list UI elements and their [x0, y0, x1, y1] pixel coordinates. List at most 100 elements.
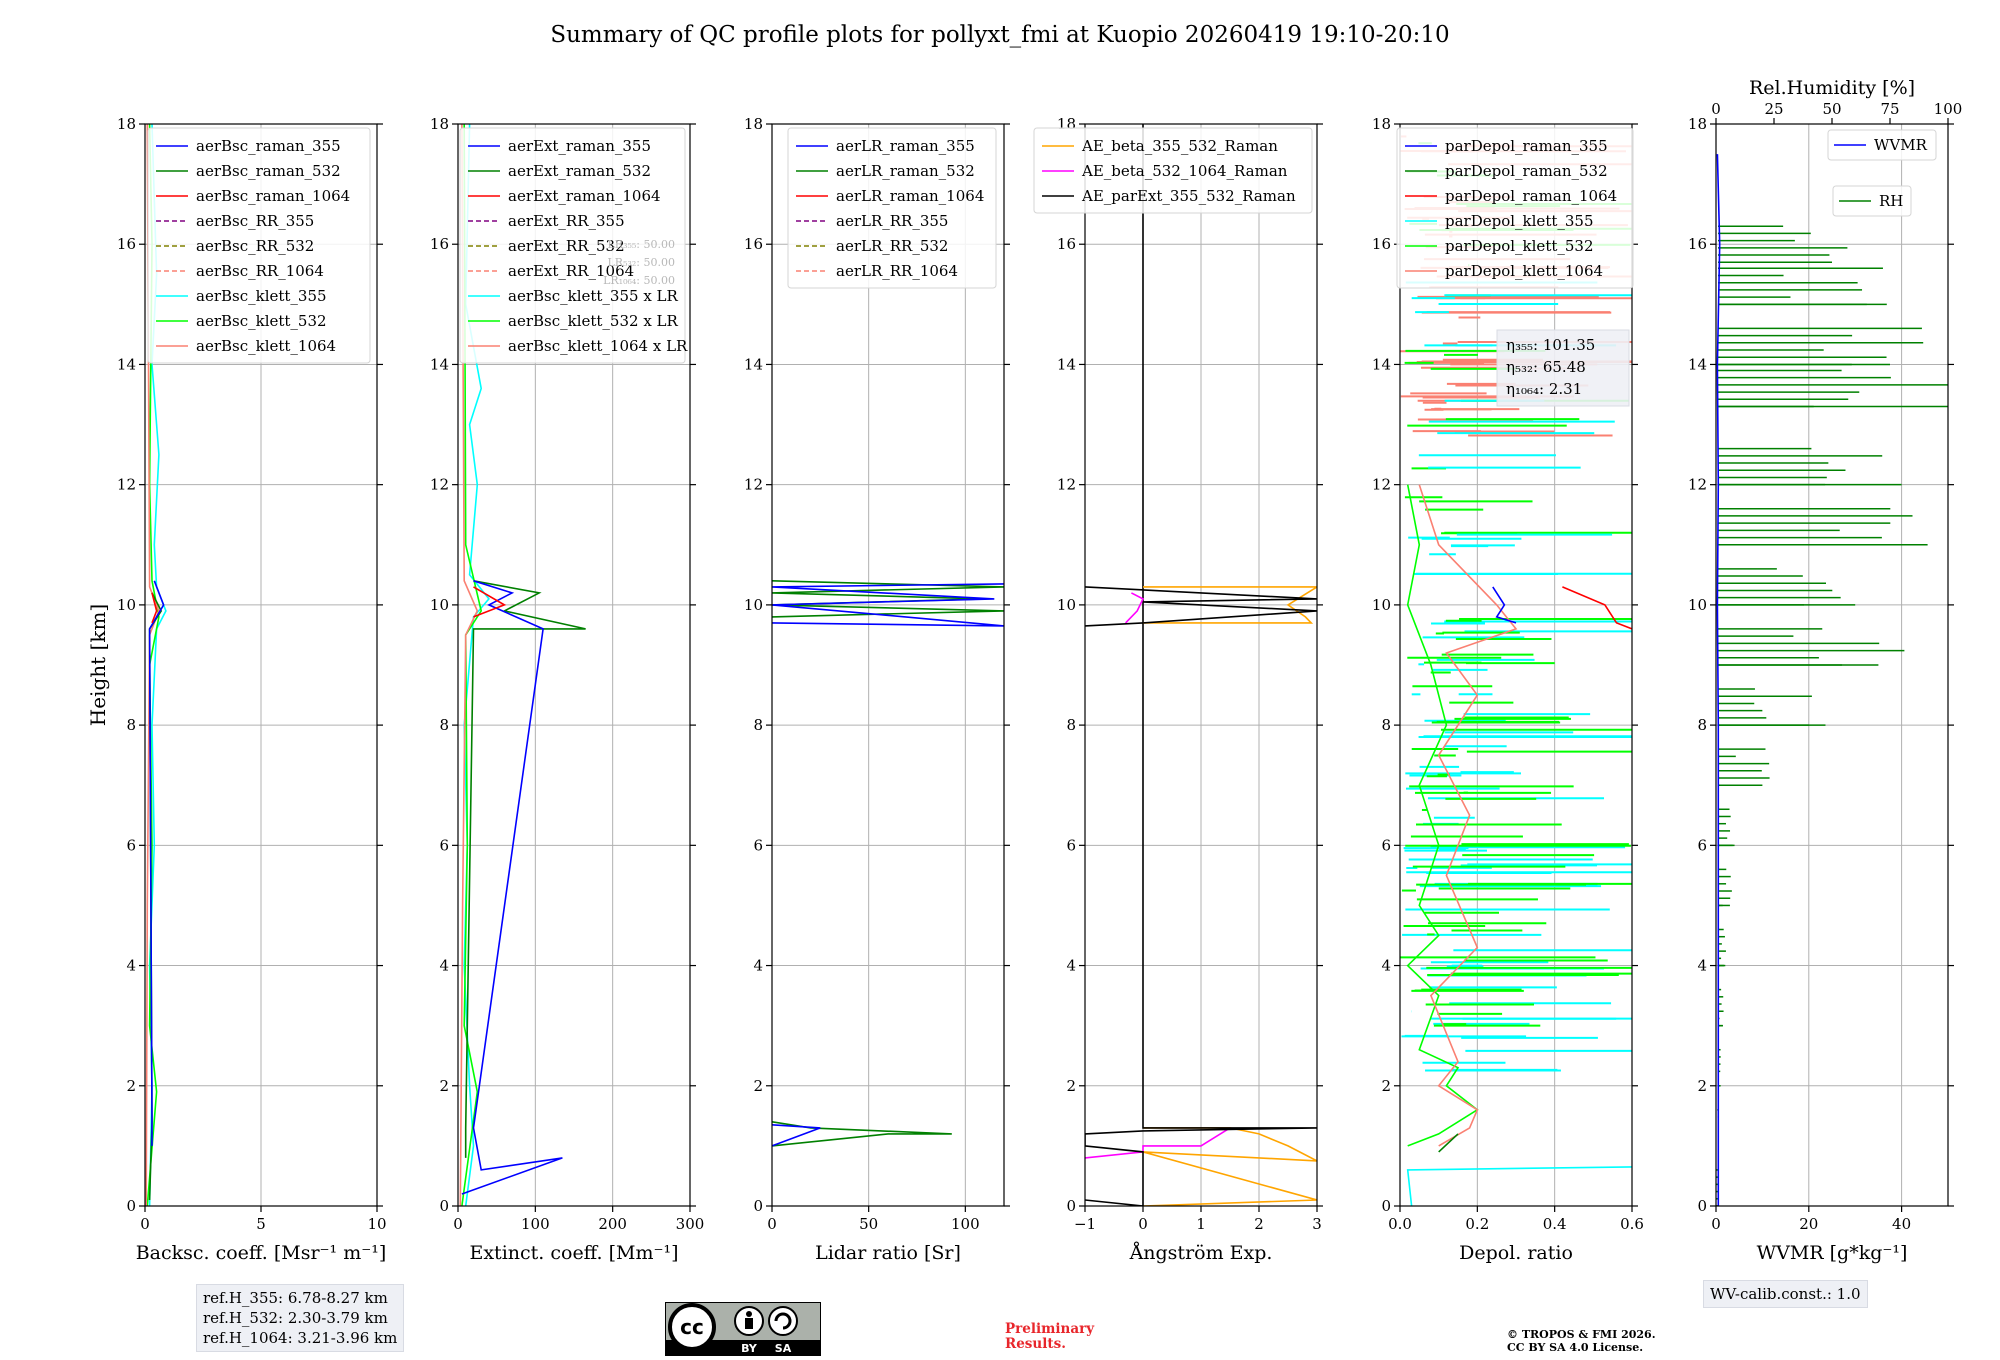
series-line-green [464, 580, 586, 1158]
series-line-red [1562, 586, 1632, 630]
y-tick-label: 16 [117, 235, 136, 253]
legend-label: aerBsc_RR_1064 [196, 262, 324, 280]
y-tick-label: 16 [430, 235, 449, 253]
series-group [772, 580, 1004, 1147]
legend-label: aerBsc_RR_355 [196, 212, 314, 230]
y-tick-label: 18 [117, 115, 136, 133]
y-tick-label: 6 [753, 836, 763, 854]
legend-label: parDepol_klett_1064 [1445, 262, 1603, 280]
x-tick-label: 0 [1711, 1215, 1721, 1233]
series-line-salmon [1418, 484, 1518, 1147]
ref-height-355: ref.H_355: 6.78-8.27 km [203, 1289, 388, 1307]
x-tick-label: 50 [859, 1215, 878, 1233]
series-line-red [473, 586, 507, 618]
plot-frame [1399, 123, 1633, 1207]
eta-label: η₁₀₆₄: 2.31 [1506, 380, 1582, 398]
panel-ext: 0 2 4 6 8 10 12 14 16 18 0 100 200 300 Extinct. coeff.… [430, 115, 704, 1264]
legend-label: aerExt_RR_1064 [508, 262, 634, 280]
y-tick-label: 6 [1381, 836, 1391, 854]
legend-label: parDepol_klett_532 [1445, 237, 1594, 255]
legend-label: aerBsc_RR_532 [196, 237, 314, 255]
y-tick-label: 8 [1697, 716, 1707, 734]
y-tick-label: 0 [1066, 1197, 1076, 1215]
legend-box [1396, 127, 1634, 289]
x-tick-label: 3 [1312, 1215, 1322, 1233]
y-tick-label: 2 [126, 1077, 136, 1095]
legend-box [1832, 185, 1912, 217]
legend-label: aerLR_raman_532 [836, 162, 975, 180]
lr-label: LR₅₃₂: 50.00 [607, 256, 675, 269]
legend-label: aerBsc_klett_532 x LR [508, 312, 679, 330]
x-tick-label: 20 [1799, 1215, 1818, 1233]
series-group [145, 124, 167, 1206]
y-tick-label: 10 [1057, 596, 1076, 614]
x-tick-label: 0 [767, 1215, 777, 1233]
y-tick-label: 4 [1381, 957, 1391, 975]
eta-label: η₅₃₂: 65.48 [1506, 358, 1586, 376]
x-tick-label: 0 [140, 1215, 150, 1233]
copyright-note: © TROPOS & FMI 2026. CC BY SA 4.0 Licens… [1507, 1328, 1656, 1354]
y-tick-label: 2 [439, 1077, 449, 1095]
legend-label: parDepol_raman_355 [1445, 137, 1608, 155]
y-tick-label: 0 [126, 1197, 136, 1215]
legend-label: aerBsc_klett_355 [196, 287, 327, 305]
y-axis-label: Height [km] [86, 604, 110, 726]
x-tick-label: 100 [521, 1215, 550, 1233]
series-group [459, 124, 586, 1206]
series-line-orange [1142, 1127, 1317, 1206]
y-tick-label: 8 [1381, 716, 1391, 734]
y-tick-label: 0 [753, 1197, 763, 1215]
x-tick-label: 40 [1892, 1215, 1911, 1233]
y-tick-label: 18 [744, 115, 763, 133]
y-tick-label: 6 [1066, 836, 1076, 854]
y-tick-label: 12 [1057, 476, 1076, 494]
series-line-cyan [1406, 1166, 1632, 1206]
legend-label: AE_beta_355_532_Raman [1081, 137, 1278, 155]
series-line-black [1085, 586, 1317, 627]
series-line-magenta [1085, 1127, 1231, 1159]
y-tick-label: 12 [117, 476, 136, 494]
y-tick-label: 2 [753, 1077, 763, 1095]
plot-frame [771, 123, 1005, 1207]
legend-label: AE_parExt_355_532_Raman [1081, 187, 1296, 205]
x-axis-label: Ångström Exp. [1129, 1242, 1273, 1264]
legend-label: aerExt_raman_532 [508, 162, 651, 180]
y-tick-label: 14 [1372, 355, 1391, 373]
legend-label: aerBsc_klett_355 x LR [508, 287, 679, 305]
plot-frame [457, 123, 691, 1207]
y-tick-label: 16 [1372, 235, 1391, 253]
series-line-red [151, 592, 158, 624]
x-axis-label: Lidar ratio [Sr] [815, 1242, 961, 1264]
x-axis-label: Depol. ratio [1459, 1242, 1573, 1264]
series-line-blue [1492, 586, 1517, 624]
series-line-black [1085, 124, 1317, 1206]
preliminary-note: Preliminary Results. [1005, 1322, 1094, 1352]
y-tick-label: 8 [126, 716, 136, 734]
legend-label: aerExt_raman_1064 [508, 187, 661, 205]
legend-label: aerExt_raman_355 [508, 137, 651, 155]
y-tick-label: 6 [126, 836, 136, 854]
top-x-tick-label: 0 [1711, 100, 1721, 118]
x-tick-label: 200 [598, 1215, 627, 1233]
x-tick-label: 0.4 [1543, 1215, 1567, 1233]
legend-label: aerBsc_klett_532 [196, 312, 327, 330]
y-tick-label: 4 [439, 957, 449, 975]
x-tick-label: 0.0 [1388, 1215, 1412, 1233]
y-tick-label: 14 [744, 355, 763, 373]
legend-box [459, 127, 686, 364]
legend-box [147, 127, 371, 364]
y-tick-label: 14 [430, 355, 449, 373]
y-tick-label: 10 [744, 596, 763, 614]
x-tick-label: 1 [1196, 1215, 1206, 1233]
x-tick-label: 0.2 [1465, 1215, 1489, 1233]
wv-calibration-constant: WV-calib.const.: 1.0 [1710, 1285, 1861, 1303]
legend-label: aerBsc_raman_1064 [196, 187, 350, 205]
series-line-lime [1406, 484, 1479, 1147]
x-tick-label: 0.6 [1620, 1215, 1644, 1233]
lr-label: LR₁₀₆₄: 50.00 [603, 274, 675, 287]
x-tick-label: 0 [453, 1215, 463, 1233]
cc-license-icon: cc BY SA [665, 1302, 821, 1356]
x-axis-label: Extinct. coeff. [Mm⁻¹] [469, 1242, 678, 1264]
y-tick-label: 8 [1066, 716, 1076, 734]
legend-label: aerLR_RR_1064 [836, 262, 958, 280]
